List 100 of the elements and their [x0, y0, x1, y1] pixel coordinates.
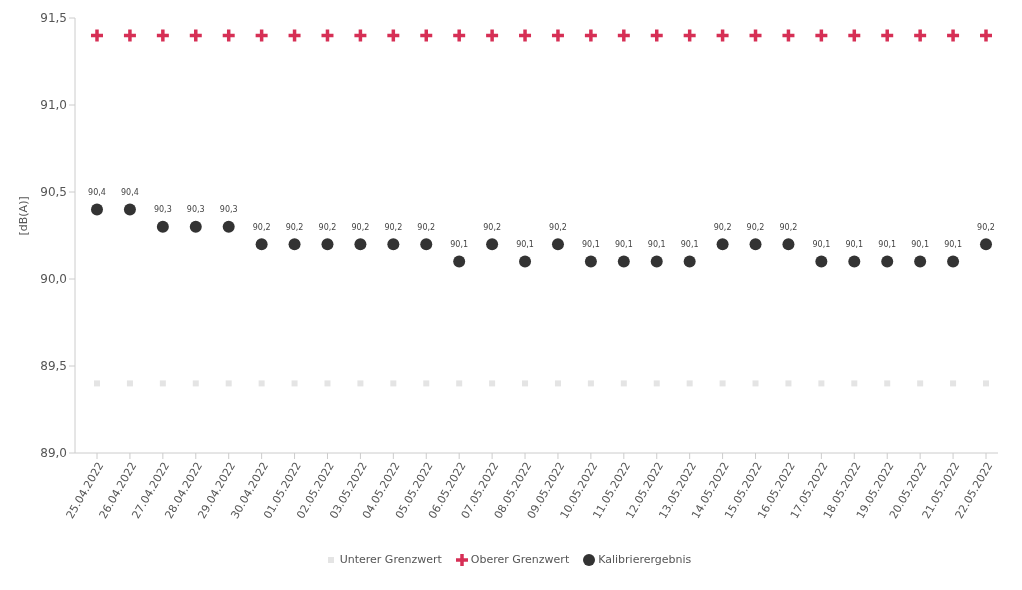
point: [587, 380, 594, 387]
point: [519, 255, 532, 268]
point: [222, 220, 235, 233]
y-tick-label: 89,5: [40, 359, 67, 374]
legend-label: Kalibrierergebnis: [597, 553, 692, 566]
point: [517, 27, 533, 44]
point: [947, 255, 960, 268]
point: [451, 27, 467, 44]
point: [423, 380, 430, 387]
point: [583, 27, 599, 44]
data-label: 90,1: [911, 240, 930, 250]
point: [159, 380, 166, 387]
point: [980, 238, 992, 251]
point: [813, 27, 830, 44]
point: [848, 255, 861, 268]
point: [719, 380, 726, 387]
point: [354, 238, 367, 251]
point: [188, 27, 204, 44]
data-label: 90,2: [417, 222, 436, 232]
data-label: 90,2: [746, 222, 765, 232]
data-label: 90,1: [581, 240, 600, 250]
data-label: 90,1: [878, 240, 897, 250]
point: [881, 255, 894, 268]
point: [818, 380, 825, 387]
point: [126, 380, 133, 387]
point: [91, 203, 103, 216]
data-label: 90,1: [450, 240, 469, 250]
point: [352, 27, 369, 44]
point: [782, 238, 795, 251]
data-label: 90,3: [219, 205, 238, 215]
data-label: 90,2: [779, 222, 798, 232]
point: [189, 220, 202, 233]
point: [650, 255, 663, 268]
point: [681, 27, 698, 44]
point: [89, 27, 105, 44]
point: [648, 27, 665, 44]
point: [912, 27, 928, 44]
data-label: 90,2: [977, 222, 995, 232]
point: [123, 203, 136, 216]
point: [319, 27, 336, 44]
point: [616, 27, 632, 44]
data-label: 90,2: [483, 222, 502, 232]
point: [220, 27, 237, 44]
point: [780, 27, 797, 44]
point: [94, 380, 100, 387]
point: [489, 380, 496, 387]
legend-label: Oberer Grenzwert: [469, 553, 570, 566]
point: [716, 238, 729, 251]
data-label: 90,2: [549, 222, 567, 232]
point: [418, 27, 435, 44]
point: [550, 27, 566, 44]
point: [879, 27, 895, 44]
data-label: 90,1: [845, 240, 864, 250]
data-label: 90,1: [944, 240, 962, 250]
data-label: 90,1: [647, 240, 666, 250]
point: [288, 238, 301, 251]
y-tick-label: 90,5: [40, 185, 67, 200]
point: [156, 220, 169, 233]
data-label: 90,2: [713, 222, 732, 232]
point: [155, 27, 171, 44]
point: [752, 380, 759, 387]
point: [584, 255, 597, 268]
data-label: 90,1: [680, 240, 699, 250]
point: [617, 255, 630, 268]
y-tick-label: 91,0: [40, 98, 67, 113]
data-label: 90,4: [121, 187, 139, 197]
point: [714, 27, 731, 44]
point: [387, 238, 400, 251]
point: [815, 255, 828, 268]
point: [321, 238, 334, 251]
point: [785, 380, 792, 387]
point: [851, 380, 858, 387]
point: [747, 27, 764, 44]
y-tick-label: 89,0: [40, 446, 67, 461]
point: [522, 380, 529, 387]
y-tick-label: 91,5: [40, 11, 67, 26]
point: [683, 255, 696, 268]
point: [253, 27, 270, 44]
point: [749, 238, 762, 251]
point: [291, 380, 298, 387]
point: [484, 27, 500, 44]
point: [983, 380, 989, 387]
point: [420, 238, 433, 251]
point: [456, 380, 463, 387]
point: [978, 27, 994, 44]
point: [917, 380, 924, 387]
point: [551, 238, 564, 251]
point: [554, 380, 561, 387]
data-label: 90,4: [88, 187, 106, 197]
data-label: 90,1: [614, 240, 633, 250]
point: [884, 380, 891, 387]
point: [192, 380, 199, 387]
point: [122, 27, 138, 44]
data-label: 90,2: [285, 222, 304, 232]
data-label: 90,3: [153, 205, 172, 215]
point: [453, 255, 466, 268]
point: [390, 380, 397, 387]
point: [286, 27, 303, 44]
point: [225, 380, 232, 387]
y-tick-label: 90,0: [40, 272, 67, 287]
